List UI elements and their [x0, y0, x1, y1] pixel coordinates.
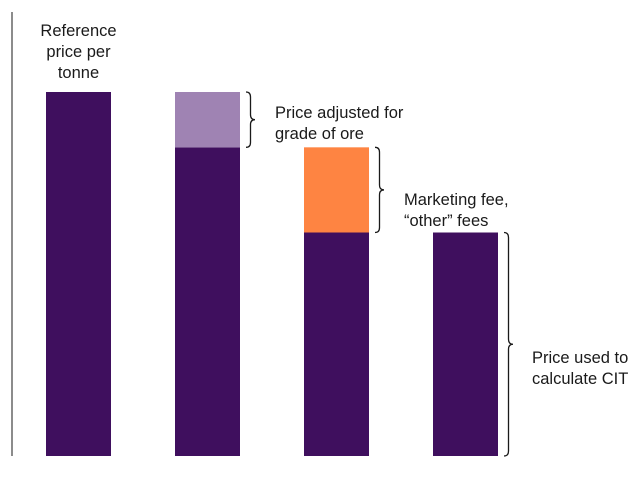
marketing-fee-label-line-1: Marketing fee,	[404, 191, 509, 209]
price-adjusted-label-line-2: grade of ore	[275, 125, 364, 143]
marketing-fee-brace	[374, 146, 385, 234]
price-used-cit-label: Price used to calculate CIT	[532, 349, 628, 388]
bar-3-base	[304, 232, 369, 456]
marketing-fee-label: Marketing fee, “other” fees	[404, 191, 509, 230]
price-used-cit-label-line-1: Price used to	[532, 349, 628, 367]
price-used-cit-label-line-2: calculate CIT	[532, 370, 628, 388]
price-adjusted-brace	[245, 91, 256, 148]
price-adjusted-label-line-1: Price adjusted for	[275, 104, 404, 122]
labels-group: Reference price per tonne Price adjusted fo…	[40, 22, 628, 388]
reference-price-label-line-3: tonne	[58, 64, 99, 82]
braces-group	[245, 91, 514, 457]
marketing-fee-label-line-2: “other” fees	[404, 212, 488, 230]
bar-1-base	[46, 92, 111, 456]
bar-2-adjustment-segment	[175, 92, 240, 148]
reference-price-label: Reference price per tonne	[40, 22, 116, 82]
price-used-cit-brace	[503, 231, 514, 457]
price-adjusted-label: Price adjusted for grade of ore	[275, 104, 404, 143]
bars-group	[46, 92, 498, 456]
reference-price-label-line-2: price per	[46, 43, 111, 61]
bar-2-base	[175, 147, 240, 456]
reference-price-label-line-1: Reference	[40, 22, 116, 40]
bar-3-adjustment-segment	[304, 147, 369, 233]
bar-4-base	[433, 232, 498, 456]
